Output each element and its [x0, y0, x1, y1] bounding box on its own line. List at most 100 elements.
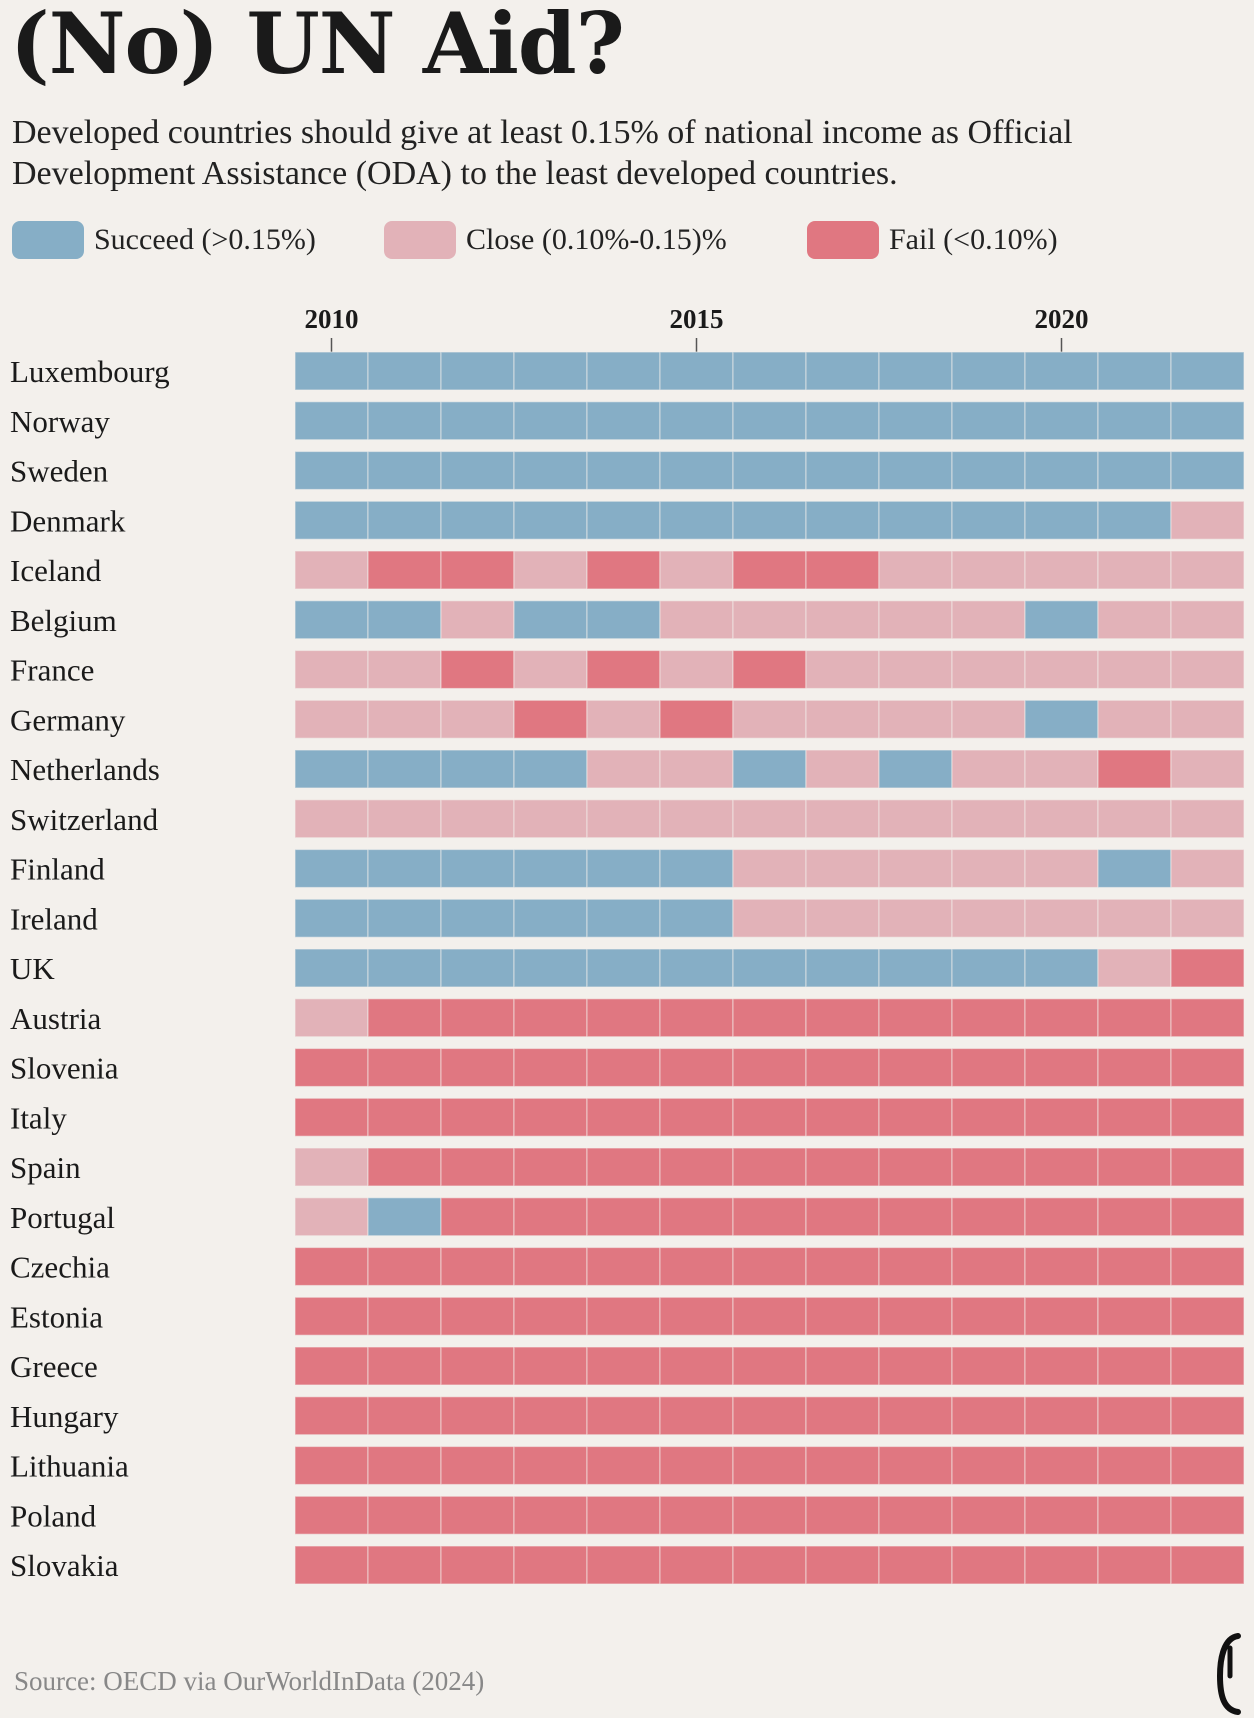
heatmap-cell [659, 848, 734, 889]
country-label: Norway [10, 404, 110, 439]
heatmap-cell [367, 749, 442, 789]
heatmap-cell [659, 351, 734, 391]
heatmap-cell [367, 898, 442, 938]
heatmap-cell [294, 1296, 369, 1336]
heatmap-cell [1097, 1296, 1172, 1336]
heatmap-cell [1024, 649, 1099, 690]
heatmap-cell [732, 1197, 807, 1237]
heatmap-cell [1097, 1047, 1172, 1088]
heatmap-cell [732, 649, 807, 690]
heatmap-cell [1170, 600, 1245, 640]
heatmap-cell [1097, 550, 1172, 590]
heatmap-cell [951, 1097, 1026, 1137]
heatmap-cell [805, 948, 880, 988]
heatmap-cell [367, 1445, 442, 1486]
heatmap-cell [1170, 450, 1245, 491]
heatmap-cell [659, 1445, 734, 1486]
heatmap-cell [1024, 799, 1099, 839]
heatmap-cell [805, 450, 880, 491]
heatmap-cell [440, 1197, 515, 1237]
heatmap-cell [659, 1246, 734, 1287]
heatmap-cell [878, 1047, 953, 1088]
heatmap-cell [805, 351, 880, 391]
heatmap-cell [367, 1495, 442, 1535]
heatmap-cell [513, 1147, 588, 1187]
heatmap-cell [878, 898, 953, 938]
heatmap-cell [1024, 1445, 1099, 1486]
heatmap-cell [440, 1147, 515, 1187]
heatmap-cell [1170, 1147, 1245, 1187]
heatmap-cell [440, 1246, 515, 1287]
heatmap-cell [951, 848, 1026, 889]
heatmap-cell [1024, 1246, 1099, 1287]
heatmap-cell [1170, 1445, 1245, 1486]
heatmap-cell [1097, 450, 1172, 491]
heatmap-cell [586, 1197, 661, 1237]
heatmap-cell [1170, 1047, 1245, 1088]
country-label: Netherlands [10, 752, 160, 787]
heatmap-cell [586, 948, 661, 988]
heatmap-cell [878, 1097, 953, 1137]
heatmap-cell [367, 998, 442, 1038]
heatmap-cell [513, 450, 588, 491]
heatmap-cell [878, 1495, 953, 1535]
heatmap-cell [878, 799, 953, 839]
e-icon [1216, 1633, 1241, 1715]
heatmap-cell [805, 1097, 880, 1137]
heatmap-cell [513, 948, 588, 988]
heatmap-cell [294, 1396, 369, 1436]
heatmap-cell [659, 1147, 734, 1187]
heatmap-cell [1170, 1495, 1245, 1535]
heatmap-cell [294, 799, 369, 839]
heatmap-cell [294, 401, 369, 441]
heatmap-cell [1024, 500, 1099, 540]
heatmap-cell [1097, 699, 1172, 739]
heatmap-cell [659, 1047, 734, 1088]
heatmap-cell [878, 1445, 953, 1486]
heatmap-cell [1024, 948, 1099, 988]
heatmap-cell [659, 1495, 734, 1535]
heatmap-cell [440, 1396, 515, 1436]
heatmap-cell [1097, 1197, 1172, 1237]
heatmap-cell [1024, 600, 1099, 640]
heatmap-cell [659, 1545, 734, 1585]
country-label: Italy [10, 1100, 67, 1135]
heatmap-cell [878, 948, 953, 988]
heatmap-cell [440, 649, 515, 690]
heatmap-cell [878, 848, 953, 889]
heatmap-cell [732, 550, 807, 590]
heatmap-cell [1024, 1296, 1099, 1336]
heatmap-cell [586, 649, 661, 690]
heatmap-cell [294, 1097, 369, 1137]
heatmap-cell [951, 500, 1026, 540]
heatmap-cell [732, 848, 807, 889]
heatmap-cell [367, 1296, 442, 1336]
heatmap-cell [367, 699, 442, 739]
heatmap-cell [1097, 401, 1172, 441]
heatmap-cell [1170, 550, 1245, 590]
heatmap-cell [732, 1147, 807, 1187]
heatmap-cell [805, 1495, 880, 1535]
heatmap-cell [294, 500, 369, 540]
heatmap-cell [951, 1197, 1026, 1237]
heatmap-cell [440, 1545, 515, 1585]
country-label: France [10, 653, 94, 688]
heatmap-cell [440, 848, 515, 889]
legend-swatch-fail [807, 221, 879, 259]
country-label: Finland [10, 852, 105, 887]
heatmap-cell [805, 1545, 880, 1585]
heatmap-cell [586, 1346, 661, 1386]
heatmap-cell [440, 749, 515, 789]
heatmap-cell [1170, 649, 1245, 690]
heatmap-cell [586, 1047, 661, 1088]
heatmap-cell [951, 1147, 1026, 1187]
legend-label-close: Close (0.10%-0.15)% [466, 223, 727, 256]
heatmap-cell [951, 351, 1026, 391]
heatmap-cell [1170, 1296, 1245, 1336]
heatmap-cell [659, 898, 734, 938]
heatmap-cell [805, 600, 880, 640]
heatmap-cell [732, 1346, 807, 1386]
heatmap-cell [878, 1246, 953, 1287]
heatmap-cell [1097, 1445, 1172, 1486]
heatmap-cell [367, 649, 442, 690]
